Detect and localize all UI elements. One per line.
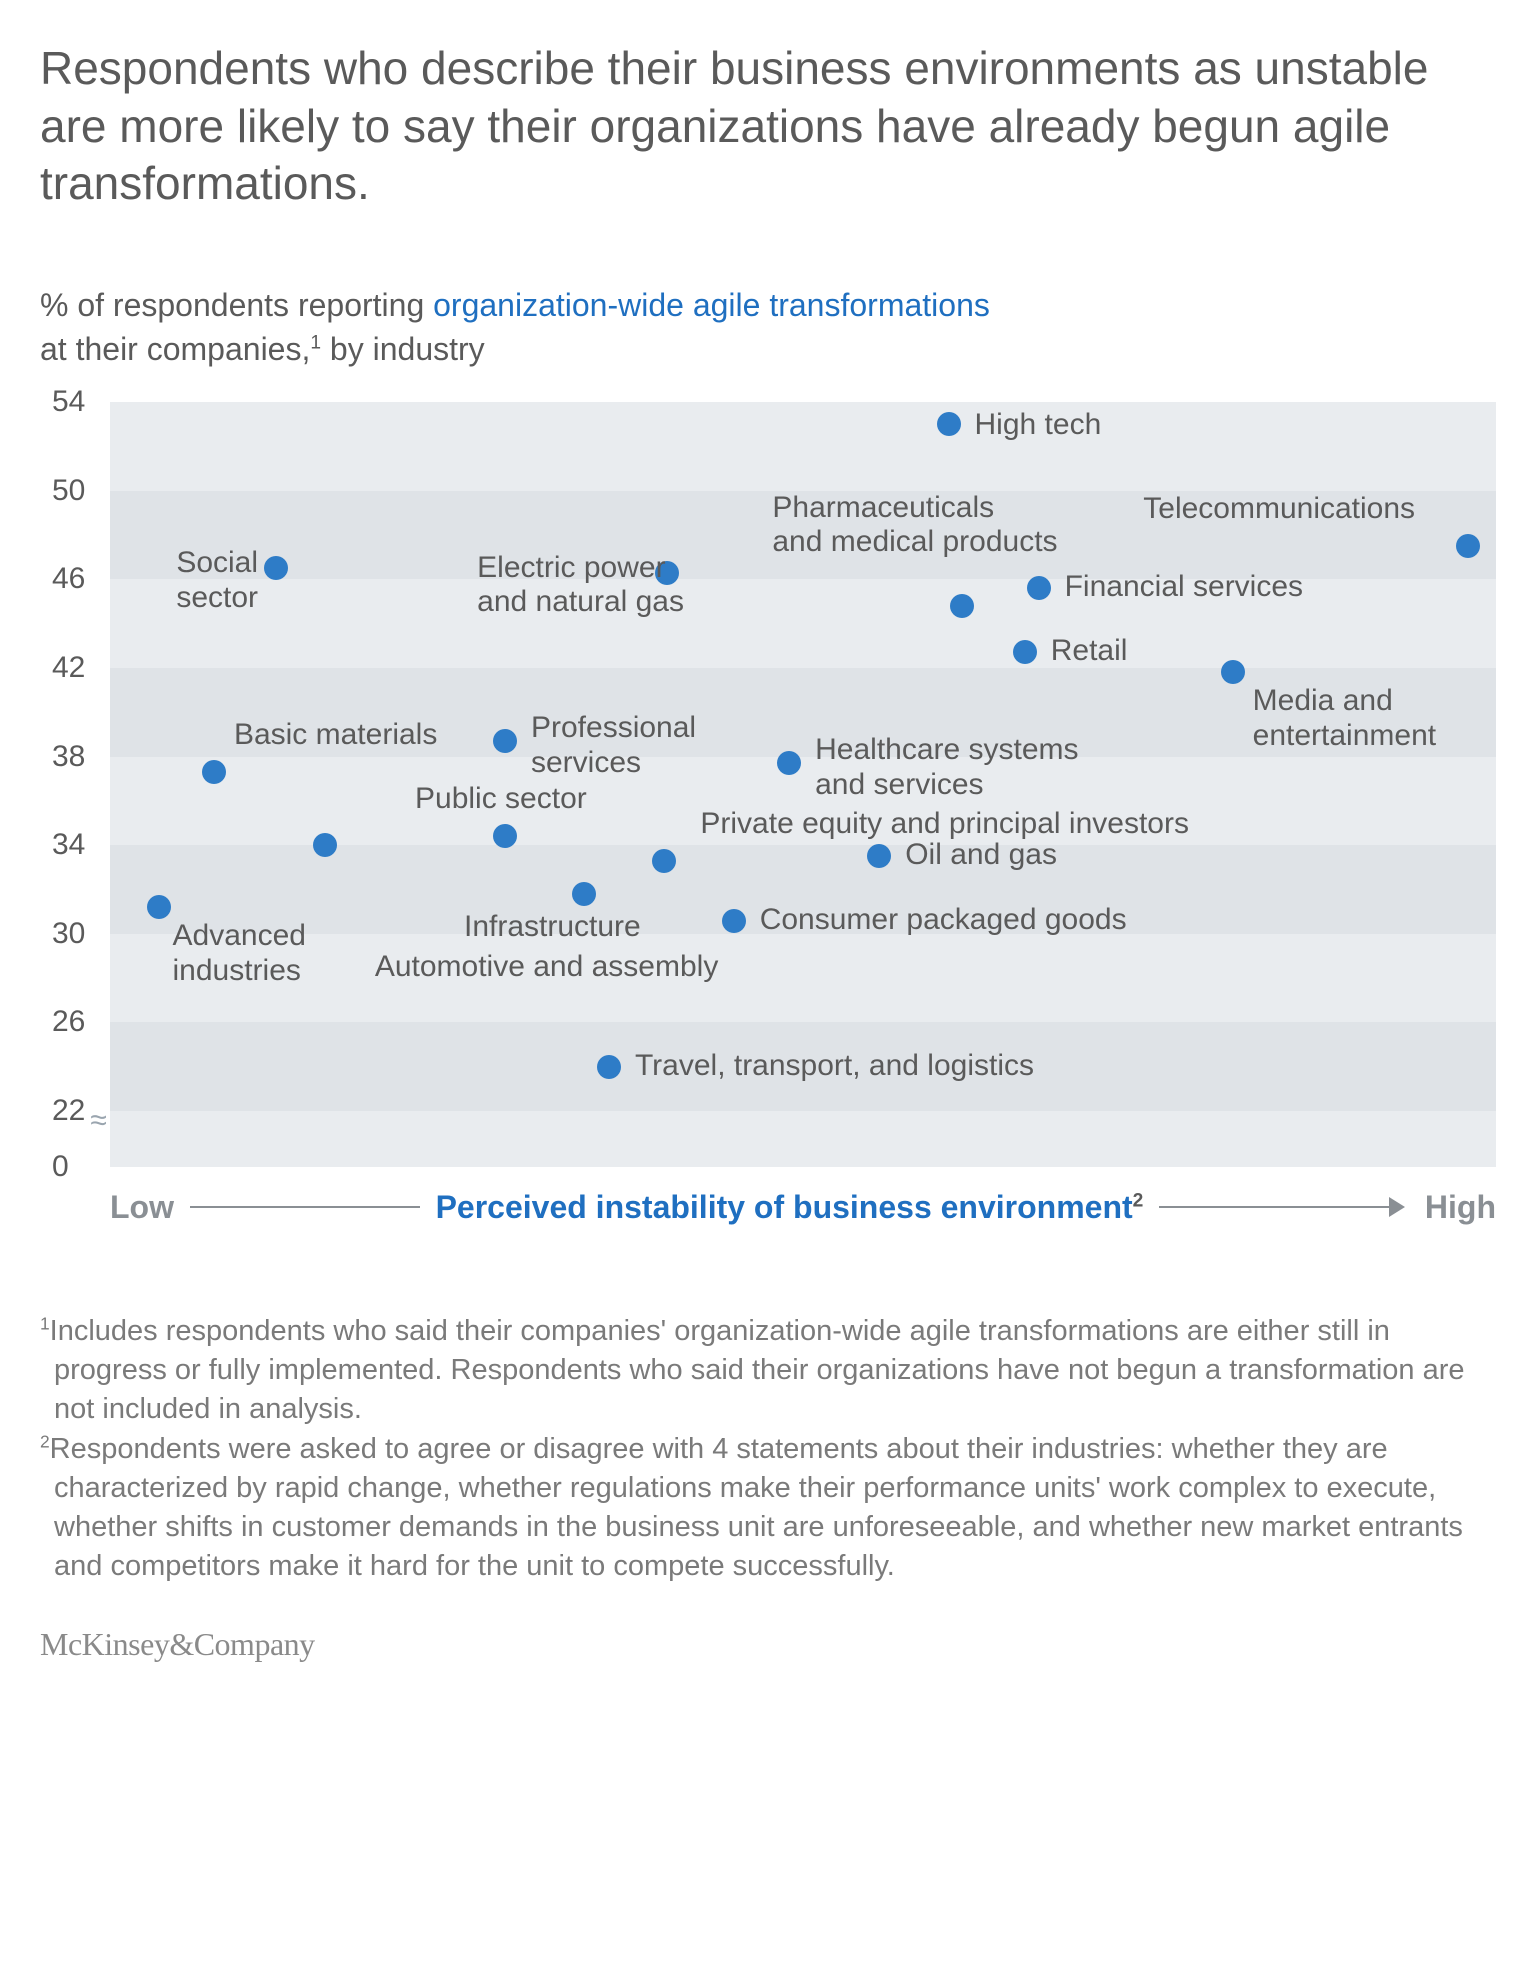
data-point — [1027, 576, 1051, 600]
data-point-label: Healthcare systems and services — [815, 733, 1078, 802]
x-axis: Low Perceived instability of business en… — [110, 1187, 1496, 1227]
data-point — [652, 849, 676, 873]
footnote-ref-1: 1 — [310, 333, 321, 354]
x-axis-arrow-icon — [1389, 1197, 1405, 1217]
axis-break-icon: ≈ — [90, 1104, 106, 1138]
data-point-label: Social sector — [176, 546, 258, 615]
x-axis-title: Perceived instability of business enviro… — [436, 1189, 1144, 1226]
data-point — [202, 760, 226, 784]
x-axis-low: Low — [110, 1189, 174, 1226]
chart-subtitle: % of respondents reporting organization-… — [40, 283, 1496, 373]
data-point-label: Professional services — [531, 711, 696, 780]
data-point — [1221, 660, 1245, 684]
y-tick-label: 30 — [52, 917, 85, 951]
plot-area: High tech Pharmaceuticals and medical pro… — [110, 402, 1496, 1167]
data-point — [264, 556, 288, 580]
y-tick-label: 50 — [52, 474, 85, 508]
y-tick-label: 46 — [52, 562, 85, 596]
y-tick-label: 42 — [52, 651, 85, 685]
data-point — [597, 1055, 621, 1079]
data-point-label: Public sector — [415, 782, 587, 817]
chart-band — [110, 402, 1496, 491]
y-tick-label: 54 — [52, 385, 85, 419]
subhead-suffix1: at their companies, — [40, 331, 310, 367]
y-tick-label: 0 — [52, 1150, 69, 1184]
footnote-ref-2: 2 — [1133, 1190, 1144, 1211]
footnotes: 1Includes respondents who said their com… — [40, 1312, 1496, 1586]
subhead-accent: organization-wide agile transformations — [433, 287, 990, 323]
data-point — [777, 751, 801, 775]
data-point-label: Travel, transport, and logistics — [635, 1049, 1034, 1084]
chart-zero-band — [110, 1111, 1496, 1167]
x-axis-high: High — [1425, 1189, 1496, 1226]
data-point-label: Automotive and assembly — [375, 950, 719, 985]
data-point-label: Consumer packaged goods — [760, 903, 1127, 938]
chart-container: Respondents who describe their business … — [0, 0, 1536, 1663]
headline: Respondents who describe their business … — [40, 40, 1496, 213]
data-point-label: Telecommunications — [1143, 492, 1415, 527]
data-point-label: Private equity and principal investors — [700, 807, 1189, 842]
subhead-suffix2: by industry — [321, 331, 485, 367]
data-point-label: Basic materials — [234, 718, 437, 753]
y-tick-label: 22 — [52, 1094, 85, 1128]
y-tick-label: 26 — [52, 1005, 85, 1039]
data-point-label: Retail — [1051, 634, 1128, 669]
x-axis-line-right — [1159, 1206, 1389, 1208]
data-point-label: Electric power and natural gas — [477, 551, 684, 620]
data-point-label: Oil and gas — [905, 838, 1057, 873]
source-attribution: McKinsey&Company — [40, 1626, 1496, 1663]
data-point-label: Pharmaceuticals and medical products — [772, 491, 1057, 560]
data-point — [1013, 640, 1037, 664]
data-point — [313, 833, 337, 857]
chart-band — [110, 934, 1496, 1023]
y-tick-label: 34 — [52, 828, 85, 862]
data-point — [1456, 534, 1480, 558]
scatter-chart: High tech Pharmaceuticals and medical pro… — [40, 402, 1496, 1282]
data-point — [937, 412, 961, 436]
data-point-label: Advanced industries — [173, 919, 306, 988]
x-axis-line-left — [190, 1206, 420, 1208]
data-point-label: Infrastructure — [464, 910, 641, 945]
footnote-1: 1Includes respondents who said their com… — [40, 1312, 1496, 1429]
data-point — [147, 895, 171, 919]
data-point-label: Financial services — [1065, 570, 1303, 605]
data-point — [867, 844, 891, 868]
footnote-2: 2Respondents were asked to agree or disa… — [40, 1430, 1496, 1587]
data-point — [722, 909, 746, 933]
data-point — [493, 729, 517, 753]
data-point — [493, 824, 517, 848]
data-point — [950, 594, 974, 618]
subhead-prefix: % of respondents reporting — [40, 287, 433, 323]
data-point-label: High tech — [975, 408, 1102, 443]
data-point-label: Media and entertainment — [1253, 684, 1436, 753]
data-point — [572, 882, 596, 906]
y-tick-label: 38 — [52, 740, 85, 774]
